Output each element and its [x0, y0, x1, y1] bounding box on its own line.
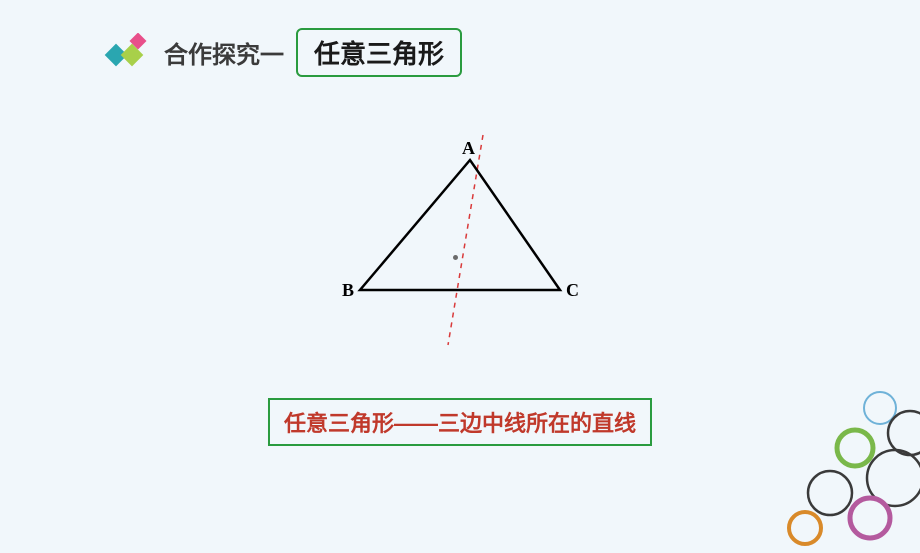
logo-icon: [100, 33, 152, 73]
triangle-diagram: A B C: [340, 150, 600, 330]
topic-pill: 任意三角形: [296, 28, 462, 77]
section-title: 合作探究一: [164, 35, 284, 70]
decorative-rings-icon: [760, 368, 920, 548]
vertex-c-label: C: [566, 280, 579, 301]
center-dot-icon: [453, 255, 458, 260]
header: 合作探究一 任意三角形: [100, 28, 462, 77]
conclusion-box: 任意三角形——三边中线所在的直线: [268, 398, 652, 446]
triangle-shape: [360, 160, 560, 290]
vertex-a-label: A: [462, 138, 475, 159]
vertex-b-label: B: [342, 280, 354, 301]
